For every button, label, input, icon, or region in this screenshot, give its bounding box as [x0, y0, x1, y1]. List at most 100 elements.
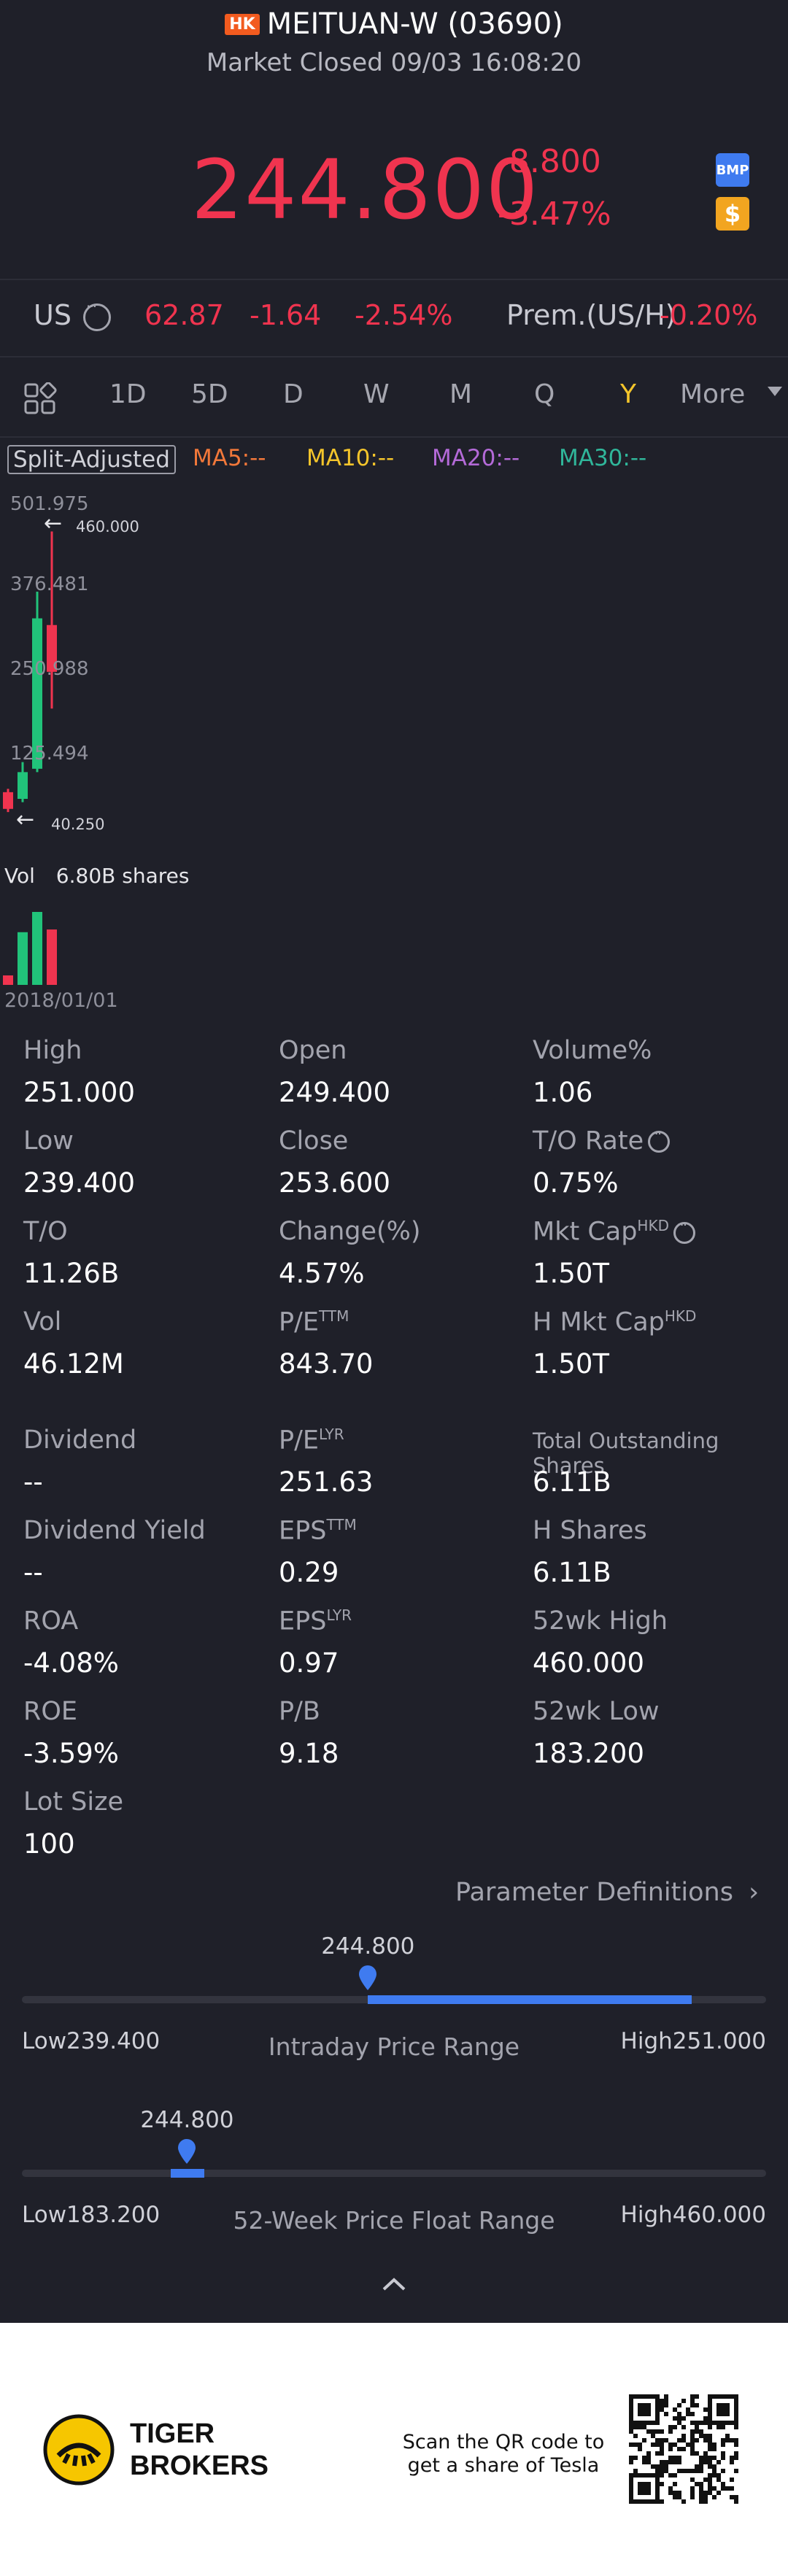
qr-module — [699, 2482, 703, 2486]
qr-module — [642, 2456, 646, 2460]
qr-module — [633, 2442, 638, 2447]
qr-module — [712, 2495, 716, 2499]
info-icon[interactable] — [673, 1216, 695, 1244]
qr-module — [655, 2394, 660, 2399]
tab-w[interactable]: W — [363, 379, 390, 409]
qr-module — [686, 2469, 690, 2473]
qr-module — [655, 2438, 660, 2442]
qr-module — [655, 2416, 660, 2421]
qr-module — [655, 2464, 660, 2469]
qr-module — [716, 2425, 721, 2429]
qr-module — [629, 2473, 633, 2478]
qr-module — [646, 2499, 651, 2504]
qr-module — [664, 2394, 668, 2399]
ma20-label: MA20:-- — [432, 445, 520, 471]
us-more-icon[interactable] — [83, 298, 111, 331]
split-adjusted-button[interactable]: Split-Adjusted — [7, 445, 176, 474]
qr-module — [699, 2434, 703, 2438]
qr-module — [655, 2421, 660, 2425]
qr-module — [708, 2416, 712, 2421]
stat-to-rate-label: T/O Rate — [533, 1125, 671, 1156]
parameter-definitions-link[interactable]: Parameter Definitions › — [455, 1878, 759, 1907]
qr-module — [646, 2473, 651, 2478]
tab-d[interactable]: D — [283, 379, 304, 409]
tab-1d[interactable]: 1D — [109, 379, 147, 409]
qr-module — [695, 2429, 699, 2434]
qr-module — [638, 2421, 642, 2425]
qr-module — [695, 2394, 699, 2399]
qr-module — [655, 2499, 660, 2504]
qr-module — [655, 2491, 660, 2495]
more-dropdown-icon[interactable] — [768, 387, 782, 396]
tab-m[interactable]: M — [449, 379, 473, 409]
stat-eps-lyr-label: EPSLYR — [279, 1606, 352, 1636]
info-icon[interactable] — [648, 1125, 671, 1153]
qr-module — [695, 2451, 699, 2456]
qr-module — [712, 2469, 716, 2473]
qr-module — [690, 2429, 695, 2434]
qr-module — [629, 2421, 633, 2425]
qr-module — [642, 2473, 646, 2478]
qr-module — [673, 2442, 677, 2447]
qr-module — [677, 2460, 681, 2464]
tab-5d[interactable]: 5D — [191, 379, 228, 409]
qr-module — [642, 2425, 646, 2429]
y-tick-label: 501.975 — [10, 493, 89, 515]
qr-module — [730, 2486, 734, 2491]
qr-module — [677, 2456, 681, 2460]
stat-div-yield-value: -- — [23, 1557, 43, 1588]
tab-more[interactable]: More — [680, 379, 746, 409]
tab-q[interactable]: Q — [534, 379, 555, 409]
qr-module — [716, 2403, 721, 2407]
qr-module — [708, 2464, 712, 2469]
qr-module — [660, 2464, 664, 2469]
tab-y[interactable]: Y — [620, 379, 636, 409]
qr-module — [725, 2421, 730, 2425]
qr-module — [725, 2394, 730, 2399]
stat-h-shares-value: 6.11B — [533, 1557, 611, 1588]
qr-module — [703, 2451, 708, 2456]
stat-change-pct-value: 4.57% — [279, 1258, 365, 1289]
qr-module — [712, 2456, 716, 2460]
stat-high-label: High — [23, 1036, 82, 1065]
qr-module — [681, 2499, 686, 2504]
volume-chart — [3, 912, 57, 985]
qr-module — [629, 2491, 633, 2495]
qr-module — [638, 2473, 642, 2478]
qr-code[interactable] — [629, 2394, 738, 2504]
qr-module — [673, 2473, 677, 2478]
ma30-label: MA30:-- — [559, 445, 647, 471]
qr-module — [629, 2429, 633, 2434]
qr-module — [708, 2486, 712, 2491]
dollar-icon[interactable]: $ — [716, 197, 749, 231]
y-tick-label: 250.988 — [10, 658, 89, 680]
stat-eps-ttm-value: 0.29 — [279, 1557, 339, 1588]
qr-module — [708, 2434, 712, 2438]
qr-module — [734, 2425, 738, 2429]
qr-module — [668, 2442, 673, 2447]
qr-module — [721, 2451, 725, 2456]
qr-module — [646, 2482, 651, 2486]
stat-open-label: Open — [279, 1036, 347, 1065]
qr-module — [721, 2438, 725, 2442]
y-tick-label: 125.494 — [10, 743, 89, 765]
qr-module — [629, 2478, 633, 2482]
qr-cta-text: Scan the QR code to get a share of Tesla — [402, 2431, 605, 2477]
header: HK MEITUAN-W (03690) — [0, 7, 788, 41]
stock-title[interactable]: MEITUAN-W (03690) — [266, 7, 563, 41]
price-chart[interactable]: 501.975 376.481 250.988 125.494 ← 460.00… — [0, 481, 788, 846]
stat-change-pct-label: Change(%) — [279, 1217, 421, 1246]
qr-module — [690, 2438, 695, 2442]
qr-module — [660, 2460, 664, 2464]
grid-layout-icon[interactable] — [23, 382, 57, 416]
qr-module — [655, 2399, 660, 2403]
chevron-up-icon[interactable] — [381, 2276, 407, 2292]
period-tabs: 1D 5D D W M Q Y More — [0, 379, 788, 416]
stat-close-value: 253.600 — [279, 1167, 391, 1199]
qr-module — [708, 2412, 712, 2416]
qr-module — [651, 2429, 655, 2434]
bmp-icon[interactable]: BMP — [716, 153, 749, 187]
qr-module — [690, 2442, 695, 2447]
qr-module — [716, 2421, 721, 2425]
qr-module — [629, 2394, 633, 2399]
